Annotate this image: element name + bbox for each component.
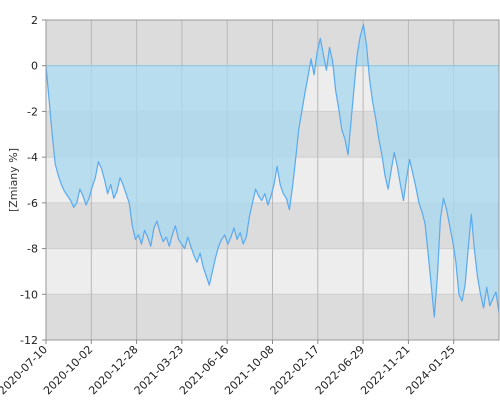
y-tick-label-3: -4	[27, 151, 38, 164]
y-tick-label-4: -6	[27, 197, 38, 210]
y-tick-label-0: 2	[31, 14, 38, 27]
y-tick-label-2: -2	[27, 105, 38, 118]
y-axis-label: [Zmiany %]	[7, 148, 20, 212]
series-line	[45, 24, 500, 318]
x-tick-label-9: 2024-01-25	[403, 343, 457, 397]
y-tick-label-7: -12	[20, 334, 38, 347]
y-tick-label-5: -8	[27, 243, 38, 256]
area-path	[46, 24, 499, 318]
series-path	[45, 24, 500, 318]
area-fill	[46, 24, 499, 318]
y-tick-label-1: 0	[31, 60, 38, 73]
y-tick-label-6: -10	[20, 288, 38, 301]
y-axis: 2 0 -2 -4 -6 -8 -10 -12	[20, 14, 46, 347]
x-axis: 2020-07-102020-10-022020-12-282021-03-23…	[0, 340, 458, 397]
